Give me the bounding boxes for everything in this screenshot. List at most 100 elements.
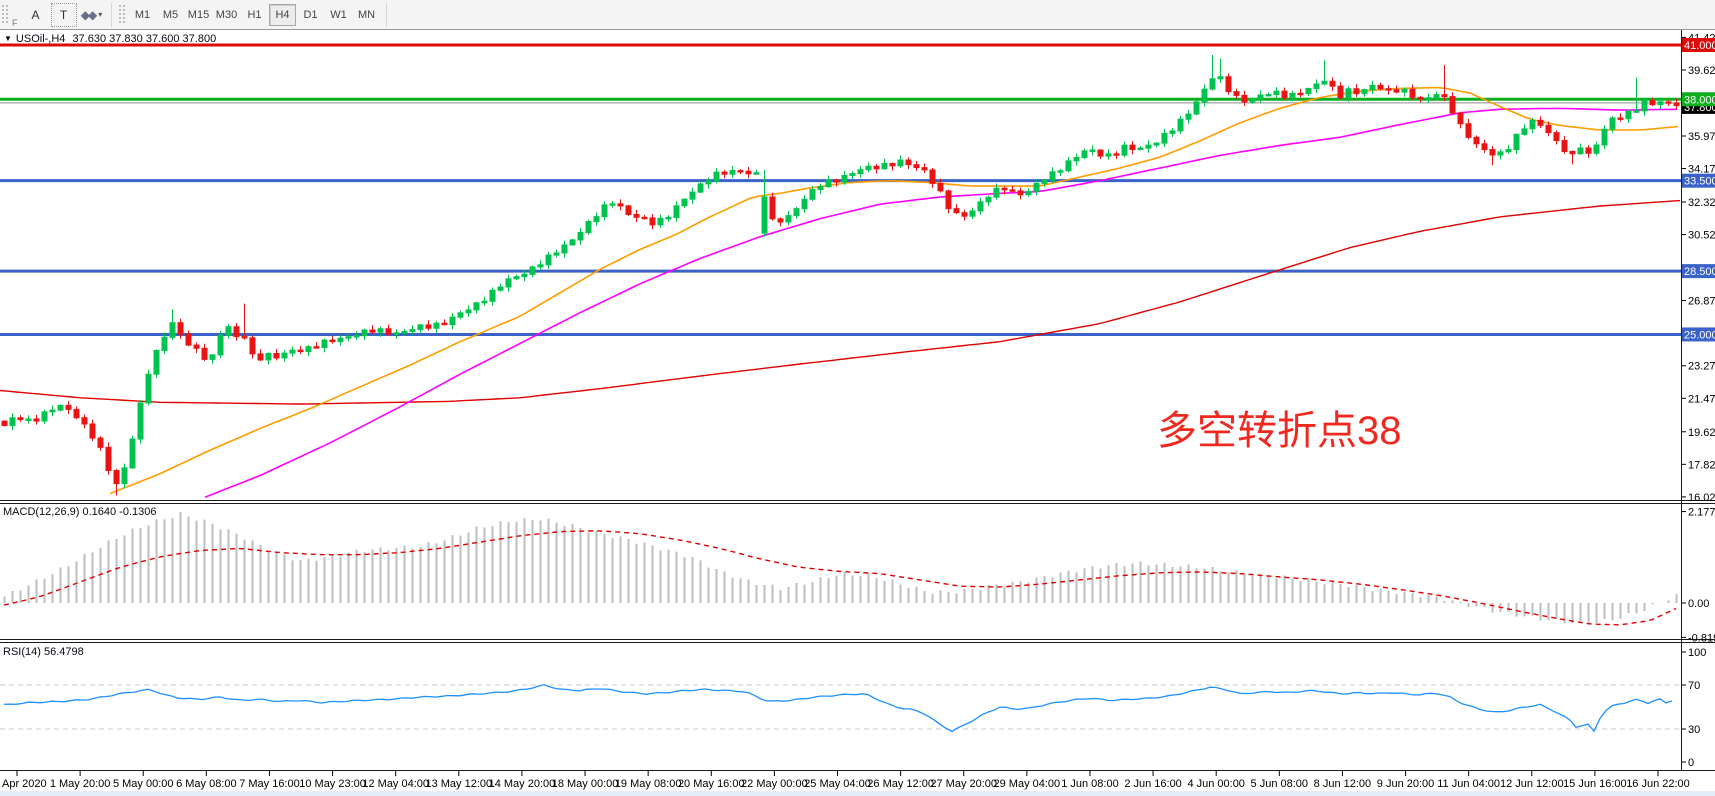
candle-body — [1273, 90, 1280, 96]
candle-body — [937, 182, 944, 192]
candle-body — [1473, 136, 1480, 145]
candle-body — [1609, 117, 1616, 130]
timeframe-button-W1[interactable]: W1 — [330, 8, 347, 21]
candle-body — [569, 239, 576, 246]
text-tool-button[interactable]: T — [50, 2, 77, 27]
candle-body — [1617, 117, 1624, 120]
candle-body — [625, 205, 632, 216]
candle-body — [33, 418, 40, 422]
rsi-pane[interactable] — [0, 684, 1681, 733]
candle-body — [1521, 128, 1528, 135]
candle-body — [1305, 87, 1312, 95]
price-tick-label: 23.270 — [1688, 361, 1715, 373]
candle-body — [1265, 94, 1272, 97]
candle-body — [25, 418, 32, 421]
candle-body — [1449, 96, 1456, 114]
candle-body — [1497, 151, 1504, 156]
candle-body — [1049, 171, 1056, 181]
candle-body — [345, 336, 352, 339]
candle-body — [1105, 153, 1112, 157]
candle-body — [1369, 84, 1376, 91]
timeframe-button-M30[interactable]: M30 — [215, 8, 238, 21]
timeframe-button-M15[interactable]: M15 — [187, 8, 210, 21]
candle-body — [681, 198, 688, 207]
candle-body — [417, 324, 424, 331]
candle-body — [1329, 80, 1336, 87]
candle-body — [1569, 150, 1576, 155]
candle-body — [825, 179, 832, 188]
candle-body — [1161, 132, 1168, 144]
candle-body — [105, 446, 112, 472]
candle-body — [153, 349, 160, 375]
toolbar-grip[interactable] — [118, 4, 126, 25]
candle-body — [1481, 143, 1488, 151]
shapes-icon: ◆◆ — [80, 7, 98, 22]
time-axis-label: 25 May 04:00 — [804, 778, 871, 790]
macd-pane[interactable] — [3, 512, 1678, 626]
candle-body — [297, 349, 304, 353]
time-axis-label: 14 May 20:00 — [489, 778, 556, 790]
timeframe-button-D1[interactable]: D1 — [303, 8, 318, 21]
symbol-period-label: USOil-,H4 — [15, 33, 66, 45]
candle-body — [737, 170, 744, 173]
candle-body — [449, 316, 456, 326]
time-axis-label: 30 Apr 2020 — [0, 778, 47, 790]
time-axis-label: 11 Jun 04:00 — [1437, 778, 1500, 790]
candle-body — [537, 264, 544, 268]
candle-body — [329, 339, 336, 343]
time-axis-label: 12 May 04:00 — [362, 778, 429, 790]
candle-body — [273, 352, 280, 359]
candle-body — [1033, 182, 1040, 192]
arrow-tool-button[interactable]: A — [31, 7, 40, 22]
candle-body — [209, 354, 216, 360]
candle-body — [1561, 140, 1568, 152]
price-tick-label: 34.170 — [1688, 164, 1715, 176]
candle-body — [457, 312, 464, 318]
candle-body — [929, 169, 936, 184]
candle-body — [1217, 76, 1224, 80]
candle-body — [1593, 144, 1600, 154]
toolbar-grip[interactable] — [2, 4, 9, 25]
timeframe-button-MN[interactable]: MN — [357, 8, 376, 21]
macd-tick-label: 2.1772 — [1688, 507, 1715, 519]
candle-body — [193, 344, 200, 349]
candle-body — [81, 417, 88, 425]
timeframe-button-H4[interactable]: H4 — [269, 3, 296, 26]
time-axis-label: 22 May 00:00 — [741, 778, 808, 790]
timeframe-button-M1[interactable]: M1 — [134, 8, 151, 21]
price-scale[interactable]: 41.42039.62035.97034.17032.32030.52026.8… — [1682, 32, 1715, 769]
candle-body — [609, 203, 616, 206]
price-pane[interactable] — [0, 43, 1681, 499]
candle-body — [1625, 110, 1632, 120]
time-axis-label: 12 Jun 12:00 — [1500, 778, 1564, 790]
candle-body — [313, 346, 320, 349]
candle-body — [1553, 132, 1560, 142]
candle-body — [977, 201, 984, 212]
timeframe-button-H1[interactable]: H1 — [247, 8, 262, 21]
candle-body — [1241, 94, 1248, 103]
shapes-tool-button[interactable]: ◆◆ ▾ — [79, 3, 105, 27]
symbol-dropdown-icon[interactable]: ▼ — [4, 34, 12, 43]
candle-body — [161, 336, 168, 351]
candle-body — [721, 171, 728, 175]
candle-body — [1465, 123, 1472, 138]
candle-body — [1065, 160, 1072, 172]
candle-body — [185, 333, 192, 346]
candle-body — [1097, 149, 1104, 157]
price-tick-label: 16.020 — [1688, 492, 1715, 504]
time-axis-label: 27 May 20:00 — [930, 778, 997, 790]
chart-annotation-text: 多空转折点38 — [1157, 409, 1402, 453]
candle-body — [809, 188, 816, 200]
candle-body — [409, 329, 416, 333]
candle-body — [1113, 153, 1120, 156]
candle-body — [945, 190, 952, 210]
ma-slow-line — [0, 199, 1681, 405]
candle-body — [465, 309, 472, 314]
candle-body — [233, 326, 240, 338]
time-axis-label: 29 May 04:00 — [994, 778, 1061, 790]
candle-body — [1297, 92, 1304, 96]
candle-body — [369, 329, 376, 333]
timeframe-button-M5[interactable]: M5 — [162, 8, 179, 21]
